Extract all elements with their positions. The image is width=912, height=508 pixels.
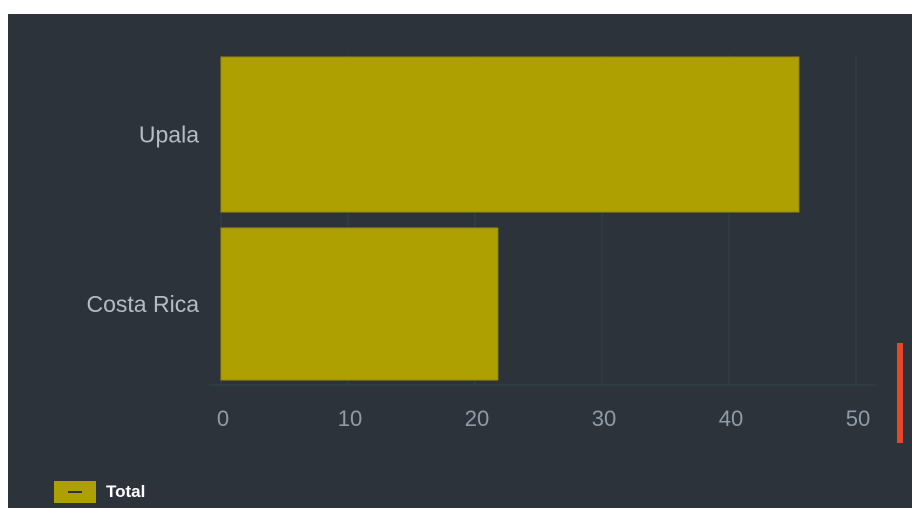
x-tick-label-1: 10 [338, 406, 362, 431]
x-tick-label-5: 50 [846, 406, 870, 431]
legend-label: Total [106, 482, 146, 501]
legend[interactable]: Total [54, 478, 145, 506]
category-label-0: Upala [139, 122, 199, 148]
x-tick-label-2: 20 [465, 406, 489, 431]
x-tick-label-0: 0 [217, 406, 229, 431]
x-tick-label-4: 40 [719, 406, 743, 431]
bar-0 [220, 56, 800, 213]
category-label-1: Costa Rica [87, 291, 200, 317]
legend-swatch [54, 481, 96, 503]
x-tick-label-3: 30 [592, 406, 616, 431]
red-marker [897, 343, 903, 443]
bar-1 [220, 227, 499, 381]
